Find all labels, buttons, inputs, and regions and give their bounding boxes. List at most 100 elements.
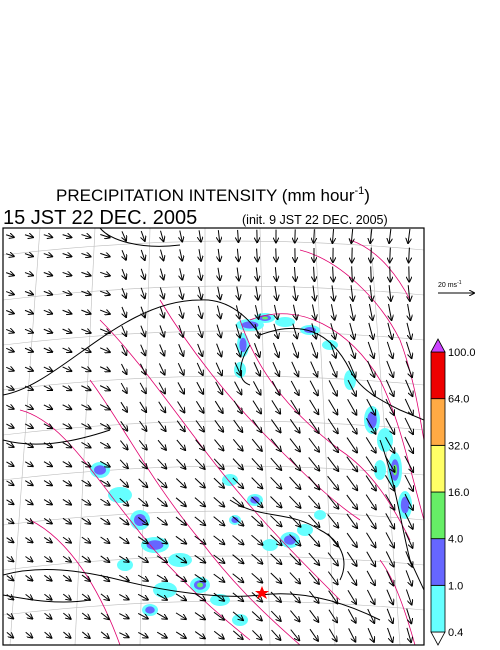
wind-arrow bbox=[157, 459, 167, 468]
wind-arrow bbox=[141, 249, 144, 260]
wind-arrow bbox=[24, 348, 33, 352]
wind-arrow bbox=[141, 268, 145, 279]
wind-arrow bbox=[404, 474, 413, 491]
wind-arrow bbox=[314, 266, 315, 281]
wind-arrow bbox=[194, 535, 206, 544]
wind-arrow bbox=[24, 273, 33, 276]
wind-arrow bbox=[253, 362, 260, 375]
wind-arrow bbox=[177, 363, 183, 375]
wind-arrow bbox=[100, 555, 110, 562]
wind-arrow bbox=[175, 612, 186, 619]
precip-patch bbox=[232, 614, 248, 626]
wind-arrow bbox=[386, 589, 393, 605]
wind-arrow bbox=[408, 228, 410, 243]
wind-arrow bbox=[347, 609, 355, 622]
wind-arrow bbox=[408, 303, 411, 320]
wind-arrow bbox=[406, 322, 411, 339]
wind-arrow bbox=[387, 627, 393, 642]
wind-arrow bbox=[270, 476, 282, 488]
wind-arrow bbox=[289, 572, 300, 584]
wind-arrow bbox=[327, 456, 339, 471]
wind-arrow bbox=[119, 632, 128, 638]
wind-arrow bbox=[274, 304, 277, 319]
wind-arrow bbox=[385, 513, 395, 528]
wind-arrow bbox=[140, 325, 145, 337]
wind-arrow bbox=[290, 399, 300, 414]
wind-arrow bbox=[119, 497, 129, 505]
wind-arrow bbox=[180, 230, 182, 242]
wind-arrow bbox=[43, 272, 52, 275]
wind-arrow bbox=[197, 324, 202, 337]
wind-arrow bbox=[276, 248, 277, 261]
wind-arrow bbox=[346, 551, 356, 566]
wind-arrow bbox=[213, 630, 224, 639]
wind-arrow bbox=[121, 325, 126, 336]
wind-arrow bbox=[253, 342, 259, 357]
wind-arrow bbox=[347, 589, 356, 604]
wind-arrow bbox=[289, 591, 300, 603]
wind-arrow bbox=[99, 441, 110, 447]
wind-arrow bbox=[120, 440, 127, 450]
wind-arrow bbox=[194, 574, 205, 581]
wind-arrow bbox=[121, 363, 126, 374]
wind-arrow bbox=[100, 272, 110, 275]
wind-arrow bbox=[178, 343, 184, 356]
wind-arrow bbox=[234, 362, 241, 375]
wind-arrow bbox=[157, 478, 166, 488]
wind-arrow bbox=[44, 574, 51, 580]
wind-arrow bbox=[312, 304, 315, 319]
wind-arrow bbox=[119, 517, 129, 525]
wind-arrow bbox=[6, 424, 13, 428]
wind-arrow bbox=[24, 235, 33, 238]
wind-arrow bbox=[138, 440, 147, 449]
wind-arrow bbox=[156, 574, 167, 581]
wind-arrow bbox=[214, 419, 223, 431]
wind-arrow bbox=[253, 381, 260, 394]
wind-arrow bbox=[194, 477, 205, 487]
precip-patch bbox=[322, 340, 338, 350]
wind-arrow bbox=[122, 250, 126, 260]
wind-arrow bbox=[43, 348, 52, 352]
wind-arrow bbox=[99, 385, 110, 391]
wind-arrow bbox=[332, 229, 333, 243]
wind-arrow bbox=[156, 555, 167, 563]
wind-arrow bbox=[6, 576, 14, 581]
wind-arrow bbox=[351, 228, 352, 243]
wind-arrow bbox=[327, 437, 338, 452]
wind-arrow bbox=[270, 572, 281, 583]
wind-arrow bbox=[100, 253, 109, 256]
wind-arrow bbox=[310, 342, 316, 357]
wind-arrow bbox=[328, 380, 337, 395]
precip-patch bbox=[197, 582, 203, 588]
wind-arrow bbox=[62, 442, 72, 448]
wind-arrow bbox=[308, 533, 320, 546]
wind-arrow bbox=[327, 418, 338, 434]
wind-arrow bbox=[6, 367, 13, 370]
wind-arrow bbox=[213, 592, 224, 601]
colorbar-segment bbox=[430, 398, 446, 446]
wind-arrow bbox=[329, 342, 336, 358]
wind-arrow bbox=[329, 361, 337, 376]
wind-arrow bbox=[367, 360, 375, 377]
precip-patch bbox=[94, 465, 106, 475]
wind-arrow bbox=[272, 342, 278, 357]
colorbar-segment bbox=[430, 584, 446, 633]
wind-arrow bbox=[119, 459, 128, 468]
wind-arrow bbox=[161, 230, 164, 241]
wind-arrow bbox=[24, 462, 33, 466]
wind-arrow bbox=[386, 360, 393, 377]
wind-arrow bbox=[404, 417, 413, 434]
wind-arrow bbox=[251, 458, 262, 469]
map-background bbox=[3, 228, 424, 645]
wind-arrow bbox=[158, 382, 165, 394]
wind-arrow bbox=[156, 497, 166, 506]
wind-arrow bbox=[350, 303, 353, 320]
wind-arrow bbox=[385, 494, 395, 509]
wind-arrow bbox=[62, 348, 72, 352]
wind-arrow bbox=[141, 287, 145, 299]
wind-arrow bbox=[100, 498, 109, 505]
wind-arrow bbox=[366, 551, 375, 566]
colorbar-under bbox=[430, 631, 446, 646]
wind-arrow bbox=[195, 439, 205, 450]
wind-arrow bbox=[386, 341, 392, 358]
